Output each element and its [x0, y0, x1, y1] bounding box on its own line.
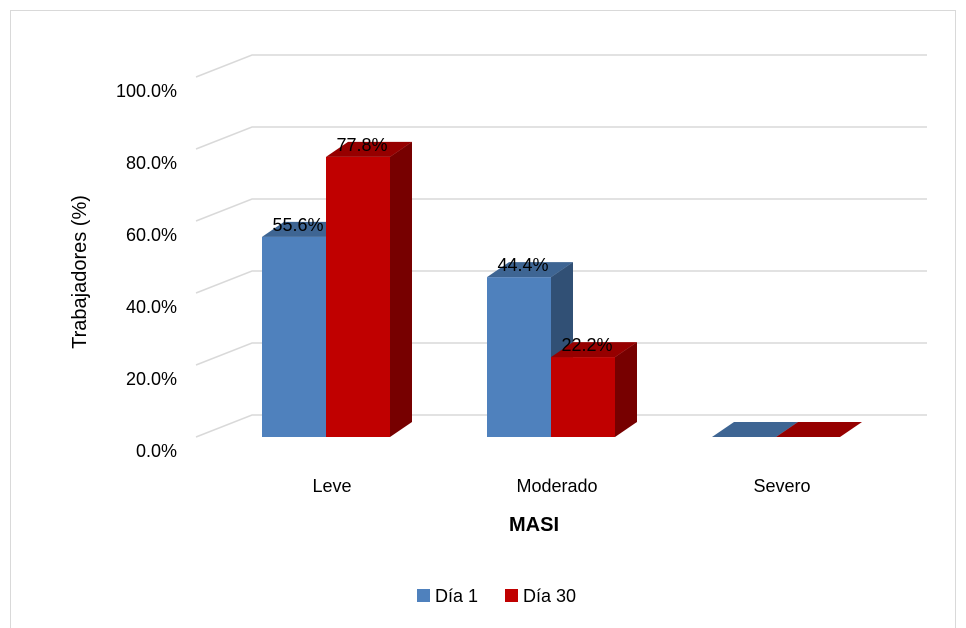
y-axis-ticks: 0.0% 20.0% 40.0% 60.0% 80.0% 100.0% — [116, 81, 177, 461]
data-labels: 55.6% 77.8% 44.4% 22.2% — [272, 135, 612, 355]
bar-top — [712, 422, 798, 437]
y-tick-label: 40.0% — [126, 297, 177, 317]
bar-top — [551, 342, 637, 358]
y-tick-label: 60.0% — [126, 225, 177, 245]
x-category-label: Leve — [312, 476, 351, 496]
gridline — [195, 198, 927, 222]
legend: Día 1 Día 30 — [417, 586, 576, 606]
gridline — [195, 342, 927, 366]
y-tick-label: 0.0% — [136, 441, 177, 461]
chart-frame — [10, 10, 956, 628]
data-label: 77.8% — [336, 135, 387, 155]
bar-moderado-dia-1 — [487, 277, 551, 437]
data-label: 22.2% — [561, 335, 612, 355]
x-category-label: Moderado — [516, 476, 597, 496]
legend-swatch-dia-1 — [417, 589, 430, 602]
y-tick-label: 100.0% — [116, 81, 177, 101]
legend-label-dia-1: Día 1 — [435, 586, 478, 606]
bar-leve-dia-1 — [262, 236, 326, 437]
bar-moderado-dia-30 — [551, 357, 615, 437]
y-axis-label: Trabajadores (%) — [69, 195, 91, 349]
bar-top — [487, 262, 573, 278]
legend-label-dia-30: Día 30 — [523, 586, 576, 606]
data-label: 44.4% — [497, 255, 548, 275]
y-tick-label: 80.0% — [126, 153, 177, 173]
bar-top — [326, 141, 412, 157]
bars — [262, 141, 862, 438]
x-category-label: Severo — [753, 476, 810, 496]
y-tick-label: 20.0% — [126, 369, 177, 389]
gridline — [195, 270, 927, 294]
bar-top — [776, 422, 862, 437]
gridline — [195, 54, 927, 78]
data-label: 55.6% — [272, 215, 323, 235]
gridlines — [195, 54, 927, 438]
x-axis-label: MASI — [509, 514, 559, 536]
gridline — [195, 126, 927, 150]
bar-leve-dia-30 — [326, 156, 390, 438]
x-axis-categories: Leve Moderado Severo — [312, 476, 810, 496]
gridline — [195, 414, 927, 438]
bar-side — [390, 141, 412, 438]
legend-swatch-dia-30 — [505, 589, 518, 602]
bar-side — [615, 342, 637, 437]
